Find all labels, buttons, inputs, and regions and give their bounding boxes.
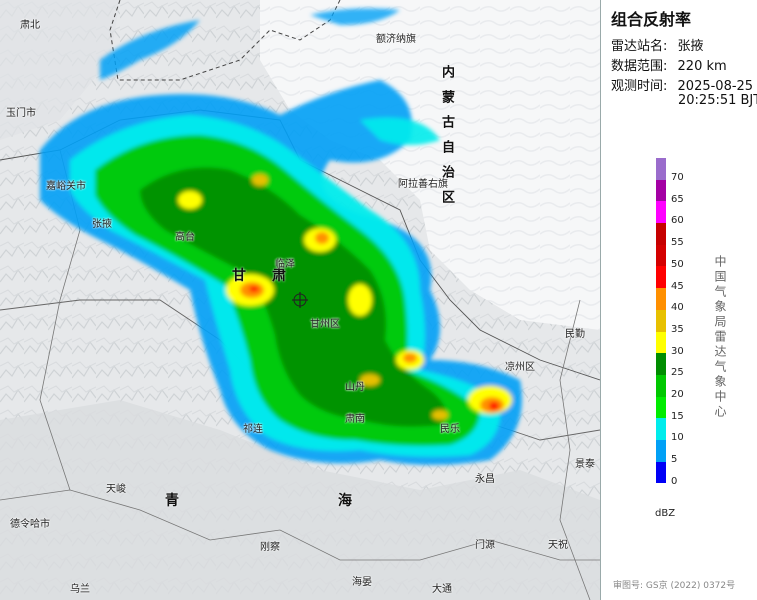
product-title: 组合反射率: [611, 10, 692, 29]
time-date: 2025-08-25: [677, 79, 754, 94]
legend-label: 60: [671, 215, 684, 227]
legend-swatch: [656, 158, 666, 180]
place-jingtai: 景泰: [575, 459, 595, 470]
place-ganzhou: 甘州区: [310, 319, 340, 330]
legend-label: 45: [671, 280, 684, 292]
legend-swatch: [656, 396, 666, 419]
legend-unit: dBZ: [655, 508, 676, 519]
legend-swatch: [656, 179, 666, 202]
radar-echoes: [40, 8, 522, 465]
south-mountains: [0, 400, 600, 600]
region-label-neimenggu: 内蒙古自治区: [439, 65, 454, 215]
border-line: [0, 489, 600, 561]
place-yongchang: 永昌: [475, 474, 495, 485]
place-wulan: 乌兰: [70, 584, 90, 595]
legend-label: 55: [671, 237, 684, 249]
region-label-gansu: 甘肃: [232, 268, 312, 284]
legend-label: 0: [671, 475, 678, 487]
legend-label: 5: [671, 454, 678, 466]
place-gangcha: 刚察: [260, 542, 280, 553]
region-label-qinghai-1: 青: [165, 493, 205, 509]
legend-label: 30: [671, 345, 684, 357]
time-label: 观测时间:: [611, 79, 668, 94]
legend-swatch: [656, 266, 666, 289]
legend-swatch: [656, 244, 666, 267]
time-row: 观测时间: 2025-08-25: [611, 75, 753, 94]
place-haiyan: 海晏: [352, 577, 372, 588]
place-menyuan: 门源: [475, 540, 495, 551]
station-value: 张掖: [677, 39, 704, 54]
place-jiayuguan: 嘉峪关市: [46, 181, 86, 192]
legend-swatch: [656, 439, 666, 462]
place-linze: 临泽: [275, 259, 295, 270]
legend-swatch: [656, 418, 666, 440]
legend-label: 50: [671, 258, 684, 270]
legend-label: 15: [671, 410, 684, 422]
radar-map[interactable]: 内蒙古自治区 甘肃 青 海 肃北 玉门市 嘉峪关市 额济纳旗 阿拉善右旗 民勤 …: [0, 0, 600, 600]
map-approval-number: 审图号: GS京 (2022) 0372号: [613, 581, 736, 591]
station-label: 雷达站名:: [611, 39, 668, 54]
legend-swatch: [656, 353, 666, 375]
color-legend: 70 65 60 55 50 45 40 35 30 25 20 15 10 5 0: [656, 158, 684, 487]
border-line: [559, 299, 591, 600]
radar-site-marker[interactable]: [292, 292, 308, 308]
legend-label: 40: [671, 302, 684, 314]
place-gaotai: 高台: [175, 232, 195, 243]
place-liangzhou: 凉州区: [505, 362, 535, 373]
legend-swatch: [656, 461, 666, 484]
time-clock: 20:25:51 BJT: [678, 93, 757, 108]
place-ejina: 额济纳旗: [376, 34, 416, 45]
region-label-qinghai-2: 海: [338, 493, 378, 509]
map-canvas: [0, 0, 600, 600]
legend-label: 10: [671, 432, 684, 444]
legend-swatch: [656, 374, 666, 397]
west-terrain: [0, 0, 120, 140]
place-sunan: 肃南: [345, 414, 365, 425]
station-row: 雷达站名: 张掖: [611, 35, 704, 54]
place-tianjun: 天峻: [106, 484, 126, 495]
legend-swatch: [656, 309, 666, 332]
legend-label: 20: [671, 389, 684, 400]
place-shandan: 山丹: [345, 382, 365, 393]
legend-label: 70: [671, 172, 684, 183]
legend-label: 65: [671, 193, 684, 205]
range-label: 数据范围:: [611, 59, 668, 74]
legend-swatch: [656, 201, 666, 224]
legend-swatch: [656, 288, 666, 310]
place-qilian: 祁连: [243, 424, 263, 435]
agency-label: 中国气象局雷达气象中心: [713, 255, 727, 420]
legend-label: 25: [671, 367, 684, 379]
legend-swatch: [656, 331, 666, 354]
legend-swatch: [656, 223, 666, 245]
place-datong: 大通: [432, 584, 452, 595]
place-subei: 肃北: [20, 20, 40, 31]
info-panel: 组合反射率 雷达站名: 张掖 数据范围: 220 km 观测时间: 2025-0…: [600, 0, 757, 600]
place-alashan: 阿拉善右旗: [398, 179, 448, 190]
place-tianzhu: 天祝: [548, 540, 568, 551]
place-yumen: 玉门市: [6, 108, 36, 119]
desert-area: [260, 0, 600, 330]
place-delingha: 德令哈市: [10, 519, 50, 530]
legend-label: 35: [671, 323, 684, 335]
place-zhangye: 张掖: [92, 219, 112, 230]
range-row: 数据范围: 220 km: [611, 55, 727, 74]
range-value: 220 km: [677, 59, 727, 74]
place-minle: 民勤: [565, 329, 585, 340]
place-minle-county: 民乐: [440, 424, 460, 435]
